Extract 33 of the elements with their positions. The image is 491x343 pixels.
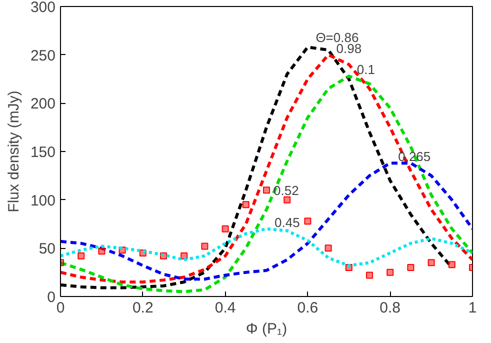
y-tick-label: 150	[30, 144, 56, 161]
series-label: 0.45	[274, 214, 300, 230]
x-tick-label: 0.2	[132, 300, 154, 316]
point	[242, 201, 250, 208]
x-tick-label: 0.4	[214, 300, 236, 316]
point	[222, 225, 229, 232]
y-axis-title: Flux density (mJy)	[5, 90, 22, 212]
x-tick-label: 0.8	[380, 300, 401, 316]
series-label: 0.52	[274, 183, 299, 198]
x-tick-label: 0.6	[297, 300, 318, 316]
y-tick-label: 100	[30, 192, 56, 210]
series-label: 0.265	[398, 149, 431, 164]
point	[386, 268, 394, 276]
y-tick-label: 50	[38, 240, 56, 258]
point	[78, 252, 85, 260]
y-tick-label: 300	[30, 0, 56, 16]
point	[284, 196, 291, 204]
point	[428, 259, 435, 266]
x-axis-title: Φ (P₁)	[246, 320, 288, 338]
point	[407, 264, 414, 271]
point	[98, 248, 106, 255]
point	[324, 244, 332, 252]
y-tick-label: 250	[30, 47, 56, 64]
y-tick-label: 0	[47, 289, 56, 306]
series-label: 0.1	[356, 62, 375, 78]
line-series	[60, 162, 472, 281]
x-tick-label: 1	[468, 300, 477, 316]
y-tick-label: 200	[30, 96, 56, 113]
point	[263, 186, 270, 194]
point	[201, 242, 208, 250]
point	[448, 261, 456, 268]
point	[304, 218, 312, 225]
point	[366, 272, 373, 279]
